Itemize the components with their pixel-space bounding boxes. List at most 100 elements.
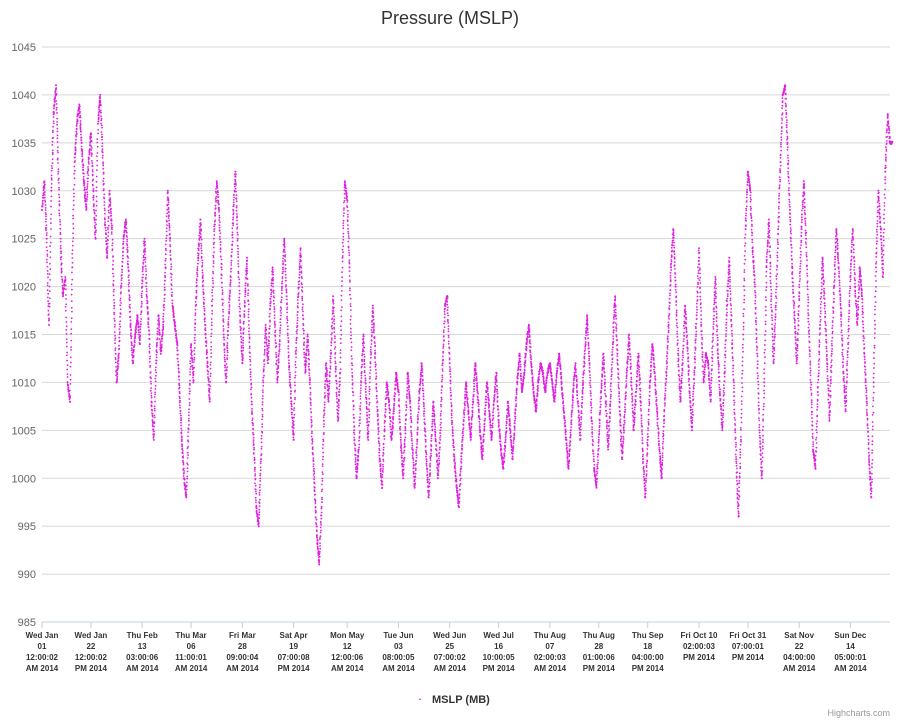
- data-point[interactable]: [260, 458, 262, 461]
- data-point[interactable]: [497, 419, 500, 422]
- data-point[interactable]: [308, 381, 311, 384]
- data-point[interactable]: [348, 266, 351, 269]
- data-point[interactable]: [446, 295, 449, 298]
- data-point[interactable]: [437, 477, 439, 480]
- data-point[interactable]: [267, 362, 269, 365]
- data-point[interactable]: [145, 295, 148, 298]
- data-point[interactable]: [59, 247, 62, 250]
- data-point[interactable]: [360, 381, 363, 384]
- data-point[interactable]: [234, 170, 237, 173]
- data-point[interactable]: [469, 438, 472, 441]
- data-point[interactable]: [392, 410, 395, 413]
- data-point[interactable]: [315, 534, 318, 537]
- data-point[interactable]: [129, 323, 132, 326]
- data-point[interactable]: [106, 256, 109, 259]
- data-point[interactable]: [127, 266, 130, 269]
- data-point[interactable]: [278, 343, 281, 346]
- data-point[interactable]: [304, 371, 307, 374]
- data-point[interactable]: [143, 237, 146, 240]
- data-point[interactable]: [138, 343, 141, 346]
- data-point[interactable]: [103, 218, 106, 221]
- data-point[interactable]: [448, 362, 451, 365]
- data-point[interactable]: [213, 228, 216, 231]
- data-point[interactable]: [301, 314, 304, 317]
- data-point[interactable]: [276, 381, 279, 384]
- data-point[interactable]: [320, 506, 323, 508]
- data-point[interactable]: [413, 486, 416, 489]
- data-point[interactable]: [423, 410, 426, 413]
- data-point[interactable]: [94, 237, 97, 240]
- data-point[interactable]: [152, 438, 155, 441]
- data-point[interactable]: [378, 458, 381, 461]
- data-point[interactable]: [467, 410, 470, 413]
- data-point[interactable]: [264, 323, 267, 326]
- data-point[interactable]: [318, 563, 321, 566]
- data-point[interactable]: [69, 400, 71, 403]
- data-point[interactable]: [43, 180, 46, 183]
- data-point[interactable]: [243, 304, 246, 307]
- data-point[interactable]: [479, 429, 481, 432]
- data-point[interactable]: [441, 362, 444, 365]
- data-point[interactable]: [425, 458, 428, 461]
- data-point[interactable]: [162, 323, 165, 326]
- data-point[interactable]: [274, 323, 276, 326]
- data-point[interactable]: [513, 419, 516, 422]
- data-point[interactable]: [346, 199, 349, 202]
- data-point[interactable]: [490, 438, 493, 441]
- data-point[interactable]: [313, 486, 316, 489]
- data-point[interactable]: [64, 276, 67, 278]
- data-point[interactable]: [169, 237, 172, 240]
- data-point[interactable]: [241, 362, 244, 365]
- data-point[interactable]: [155, 362, 158, 365]
- data-point[interactable]: [336, 419, 339, 422]
- data-point[interactable]: [364, 391, 367, 393]
- data-point[interactable]: [197, 256, 200, 259]
- data-point[interactable]: [236, 237, 239, 240]
- data-point[interactable]: [110, 228, 113, 231]
- data-point[interactable]: [208, 400, 211, 403]
- data-point[interactable]: [339, 371, 342, 374]
- data-point[interactable]: [334, 362, 337, 365]
- data-point[interactable]: [176, 343, 179, 346]
- data-point[interactable]: [180, 438, 183, 441]
- data-point[interactable]: [82, 180, 85, 183]
- data-point[interactable]: [439, 429, 442, 432]
- data-point[interactable]: [332, 295, 335, 298]
- data-point[interactable]: [220, 266, 223, 269]
- data-point[interactable]: [297, 295, 300, 298]
- data-point[interactable]: [504, 438, 507, 441]
- data-point[interactable]: [248, 333, 251, 336]
- data-point[interactable]: [117, 352, 120, 355]
- data-point[interactable]: [299, 247, 302, 250]
- data-point[interactable]: [55, 84, 57, 87]
- data-point[interactable]: [50, 189, 53, 192]
- data-point[interactable]: [269, 304, 272, 307]
- data-point[interactable]: [399, 438, 402, 441]
- data-point[interactable]: [218, 208, 221, 211]
- data-point[interactable]: [262, 381, 265, 384]
- data-point[interactable]: [187, 419, 190, 422]
- data-point[interactable]: [458, 506, 460, 508]
- data-point[interactable]: [341, 256, 344, 259]
- data-point[interactable]: [108, 189, 111, 192]
- data-point[interactable]: [427, 496, 430, 499]
- data-point[interactable]: [390, 438, 393, 441]
- data-point[interactable]: [283, 237, 286, 240]
- data-point[interactable]: [357, 448, 360, 451]
- data-point[interactable]: [211, 304, 214, 307]
- data-point[interactable]: [460, 458, 463, 461]
- data-point[interactable]: [350, 362, 353, 365]
- data-point[interactable]: [420, 362, 423, 365]
- data-point[interactable]: [367, 438, 370, 441]
- data-point[interactable]: [294, 352, 297, 355]
- data-point[interactable]: [113, 304, 116, 307]
- data-point[interactable]: [192, 381, 195, 384]
- data-point[interactable]: [306, 333, 309, 336]
- data-point[interactable]: [285, 295, 288, 298]
- data-point[interactable]: [232, 218, 234, 221]
- data-point[interactable]: [253, 448, 255, 451]
- data-point[interactable]: [287, 362, 290, 365]
- data-point[interactable]: [185, 496, 188, 499]
- data-point[interactable]: [381, 486, 384, 489]
- data-point[interactable]: [206, 362, 209, 365]
